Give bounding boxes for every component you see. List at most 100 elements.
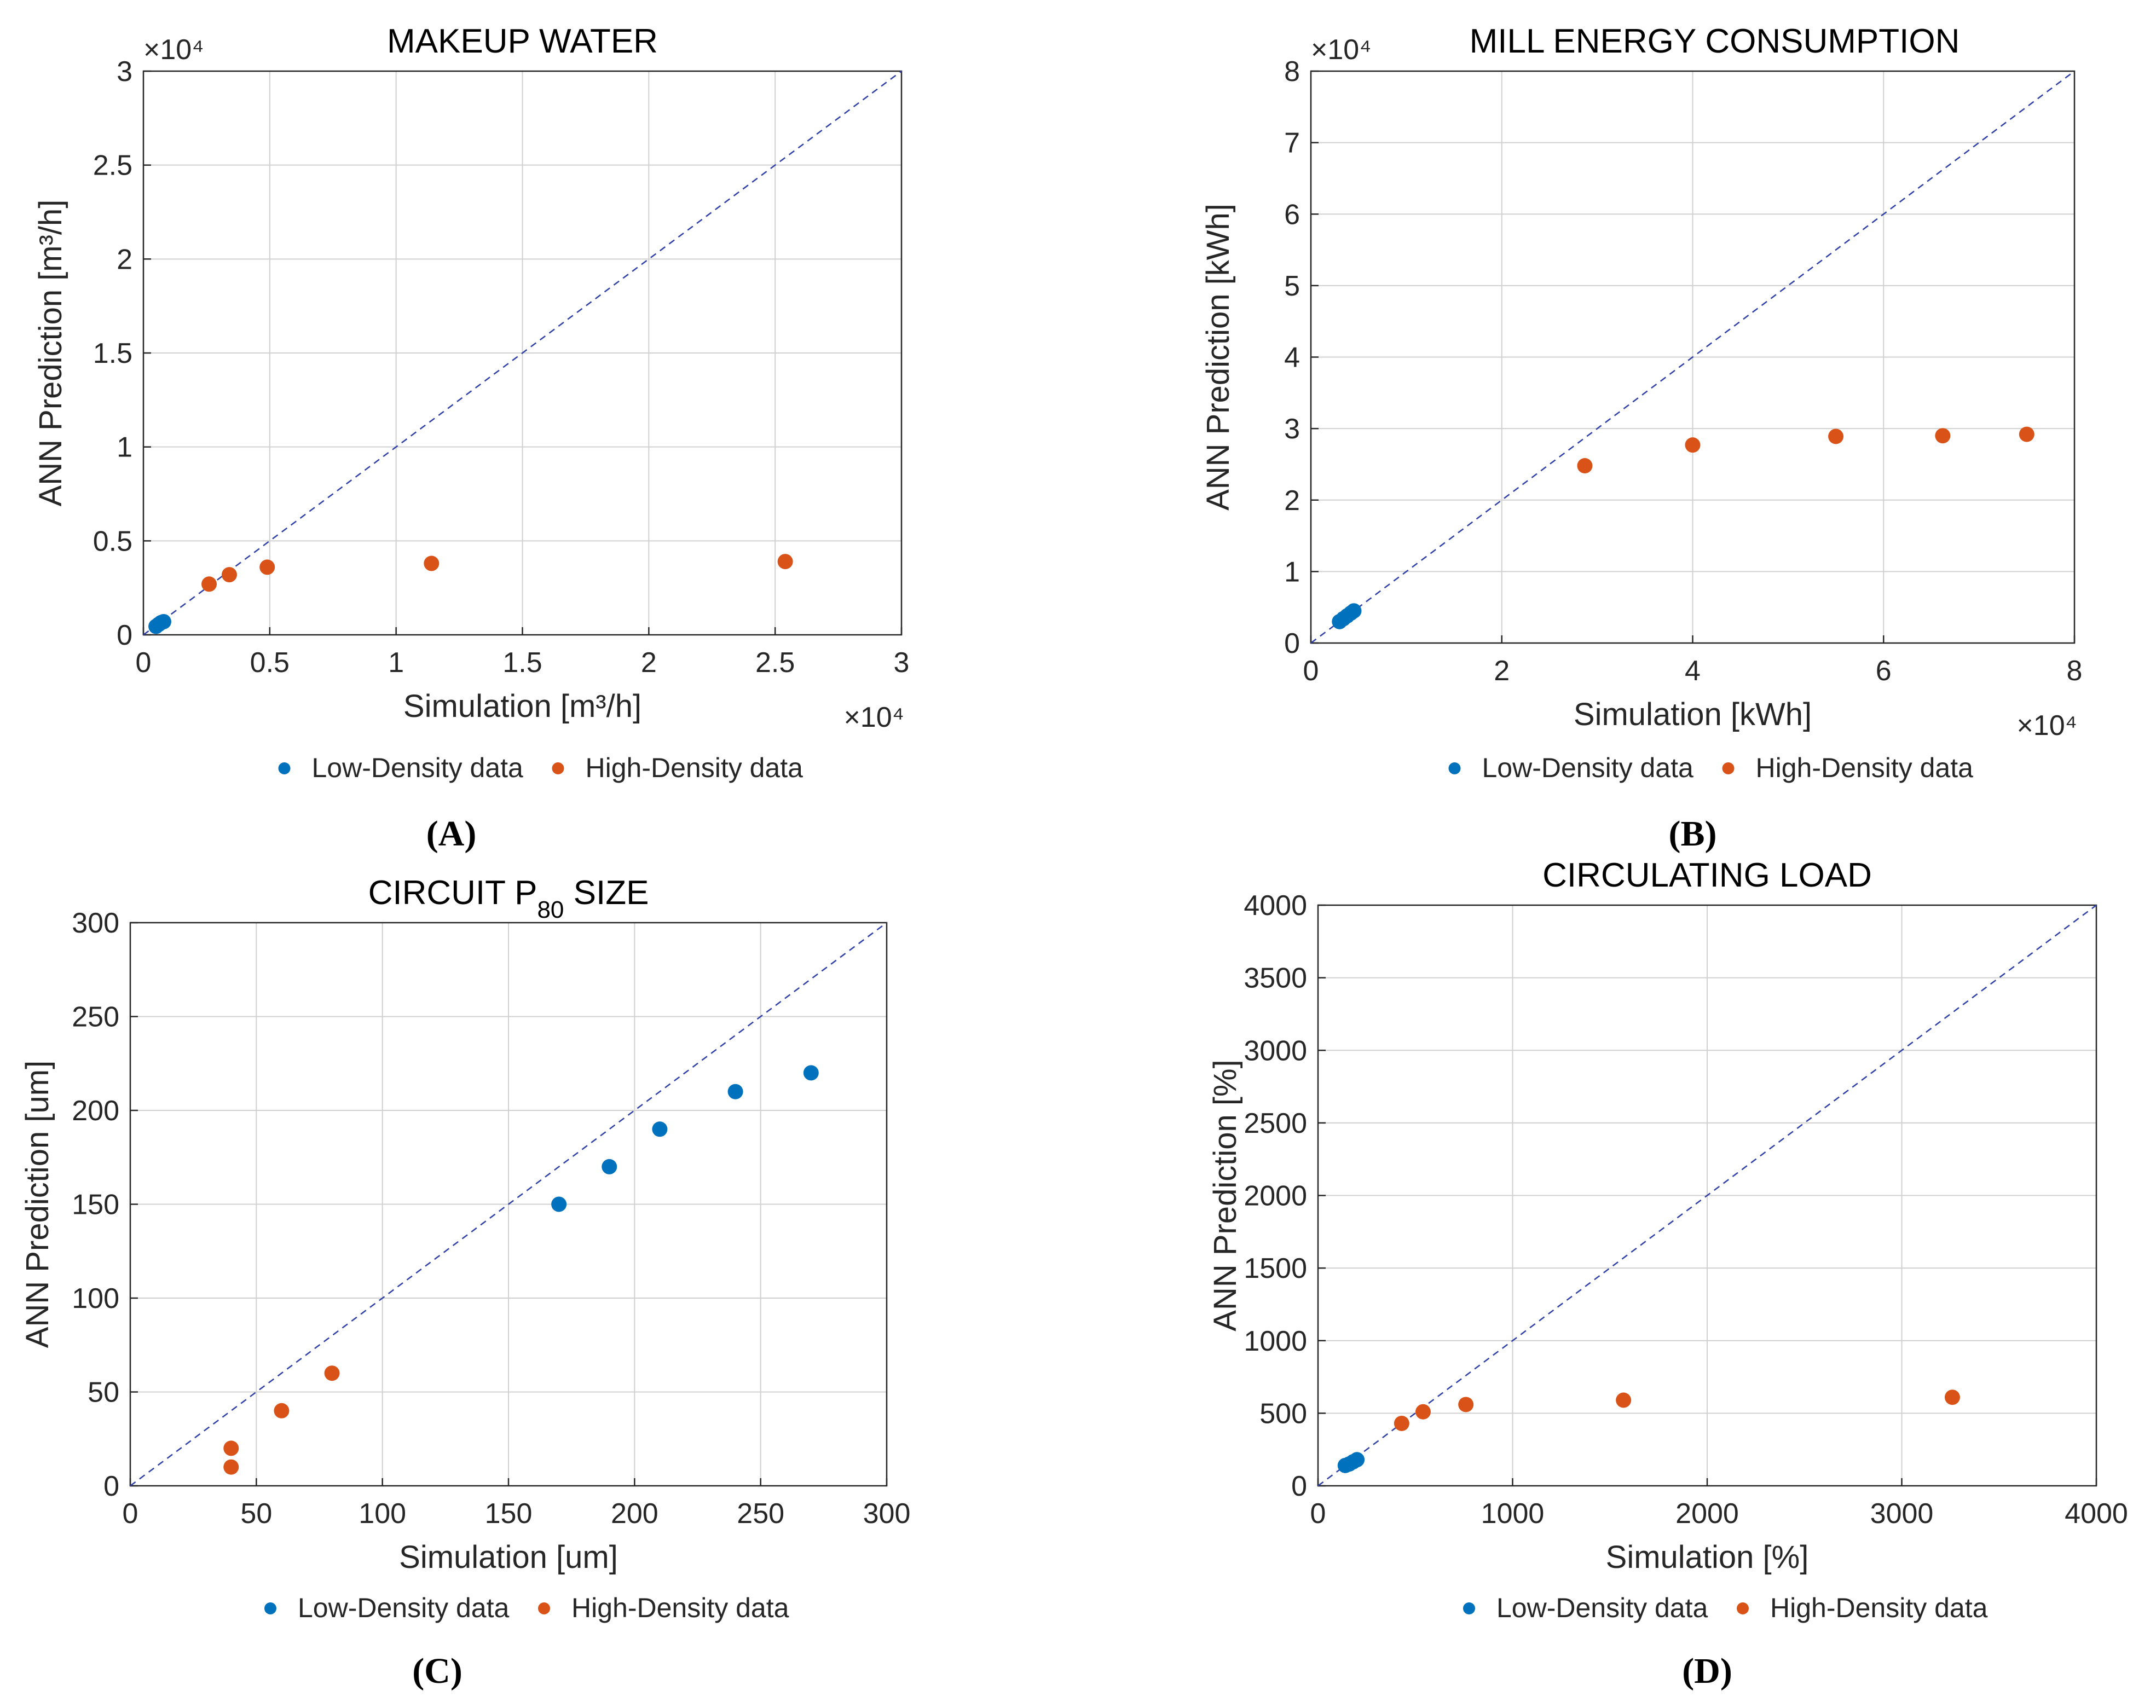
x-tick-label: 2 xyxy=(641,647,657,679)
y-tick-label: 3 xyxy=(1284,413,1300,445)
y-tick-label: 1 xyxy=(1284,556,1300,588)
y-tick-label: 2000 xyxy=(1244,1180,1307,1212)
y-tick-label: 200 xyxy=(72,1095,119,1127)
y-tick-label: 500 xyxy=(1259,1398,1307,1429)
legend-label: Low-Density data xyxy=(1482,752,1693,783)
y-tick-label: 50 xyxy=(88,1377,119,1409)
y-axis-label: ANN Prediction [%] xyxy=(1207,1059,1243,1331)
figure-canvas: 0 0.5 1 1.5 2 2.5 300.511.522.53×10⁴×10⁴MAKEUP… xyxy=(0,0,2156,1708)
chart-title: MAKEUP WATER xyxy=(387,22,658,60)
legend-marker xyxy=(1463,1602,1475,1614)
y-tick-label: 1.5 xyxy=(93,338,132,369)
y-tick-label: 0.5 xyxy=(93,525,132,557)
x-tick-label: 100 xyxy=(359,1498,406,1530)
low-density-point xyxy=(652,1121,667,1137)
legend-marker xyxy=(1449,762,1461,774)
high-density-point xyxy=(274,1403,289,1418)
legend-marker xyxy=(279,762,291,774)
x-tick-label: 1 xyxy=(388,647,404,679)
chart-panel-1: 0 0.5 1 1.5 2 2.5 3 0 0.5 1 1.5 2 2.5 3 ×10⁴ ×10⁴ MAKEUP… xyxy=(33,22,909,854)
y-tick-label: 5 xyxy=(1284,270,1300,302)
high-density-point xyxy=(325,1365,340,1381)
x-multiplier: ×10⁴ xyxy=(2016,710,2077,742)
x-multiplier: ×10⁴ xyxy=(843,702,904,733)
y-tick-label: 1 xyxy=(117,432,132,464)
high-density-point xyxy=(1458,1397,1473,1412)
x-axis-label: Simulation [um] xyxy=(399,1539,618,1575)
low-density-point xyxy=(551,1197,567,1212)
legend-marker xyxy=(1723,762,1735,774)
high-density-point xyxy=(2019,427,2034,442)
y-tick-label: 3500 xyxy=(1244,963,1307,994)
x-tick-label: 150 xyxy=(485,1498,533,1530)
chart-panel-3: 0 50 100 150 200 250 300 0 50 100 150 200 250 300 CIRC… xyxy=(20,874,910,1691)
chart-title: MILL ENERGY CONSUMPTION xyxy=(1470,22,1960,60)
x-tick-label: 2.5 xyxy=(755,647,795,679)
y-multiplier: ×10⁴ xyxy=(1311,34,1372,66)
x-tick-label: 50 xyxy=(240,1498,272,1530)
legend-label: High-Density data xyxy=(1756,752,1974,783)
y-tick-label: 1000 xyxy=(1244,1325,1307,1357)
high-density-point xyxy=(1577,458,1592,473)
chart-title: CIRCUIT P80 SIZE xyxy=(368,874,649,923)
legend-marker xyxy=(538,1602,550,1614)
y-tick-label: 2500 xyxy=(1244,1108,1307,1139)
y-axis-label: ANN Prediction [kWh] xyxy=(1200,204,1236,511)
x-tick-label: 8 xyxy=(2067,655,2083,687)
y-tick-label: 2.5 xyxy=(93,150,132,182)
y-axis-label: ANN Prediction [m³/h] xyxy=(33,200,68,507)
x-axis-label: Simulation [%] xyxy=(1606,1539,1809,1575)
y-tick-label: 250 xyxy=(72,1001,119,1033)
panel-label: (B) xyxy=(1669,814,1717,854)
y-tick-label: 0 xyxy=(103,1470,119,1502)
low-density-point xyxy=(1349,1452,1365,1467)
y-tick-label: 3000 xyxy=(1244,1035,1307,1067)
panel-label: (A) xyxy=(426,814,477,854)
panel-label: (D) xyxy=(1682,1651,1732,1691)
x-axis-label: Simulation [kWh] xyxy=(1574,697,1812,732)
legend-label: High-Density data xyxy=(1770,1593,1988,1623)
chart-panel-4: 0 1000 2000 3000 4000 0 500 1000 1500 2000 2500 300… xyxy=(1207,856,2128,1691)
x-tick-label: 3 xyxy=(894,647,910,679)
high-density-point xyxy=(1945,1389,1960,1405)
legend: Low-Density data High-Density data xyxy=(1449,752,1974,783)
high-density-point xyxy=(1616,1393,1631,1408)
high-density-point xyxy=(201,576,217,592)
y-tick-label: 2 xyxy=(117,244,132,275)
y-multiplier: ×10⁴ xyxy=(143,34,204,66)
x-tick-label: 250 xyxy=(737,1498,784,1530)
low-density-point xyxy=(728,1084,743,1099)
high-density-point xyxy=(1828,429,1843,444)
x-tick-label: 300 xyxy=(863,1498,911,1530)
legend-label: Low-Density data xyxy=(298,1593,509,1623)
y-tick-label: 6 xyxy=(1284,199,1300,230)
legend-label: High-Density data xyxy=(586,752,804,783)
y-tick-label: 3 xyxy=(117,56,132,88)
legend-marker xyxy=(264,1602,276,1614)
legend-marker xyxy=(1737,1602,1749,1614)
high-density-point xyxy=(424,556,439,571)
y-tick-label: 4000 xyxy=(1244,890,1307,922)
y-tick-label: 300 xyxy=(72,907,119,939)
x-tick-label: 3000 xyxy=(1870,1498,1934,1530)
legend-label: Low-Density data xyxy=(1496,1593,1708,1623)
high-density-point xyxy=(223,1440,239,1456)
y-tick-label: 1500 xyxy=(1244,1253,1307,1284)
low-density-point xyxy=(602,1159,617,1174)
y-tick-label: 8 xyxy=(1284,56,1300,88)
legend: Low-Density data High-Density data xyxy=(264,1593,789,1623)
y-tick-label: 0 xyxy=(117,619,132,651)
y-tick-label: 4 xyxy=(1284,342,1300,374)
legend: Low-Density data High-Density data xyxy=(279,752,804,783)
chart-title: CIRCULATING LOAD xyxy=(1542,856,1872,894)
high-density-point xyxy=(223,1460,239,1475)
low-density-point xyxy=(156,614,171,629)
x-tick-label: 2000 xyxy=(1675,1498,1739,1530)
y-tick-label: 0 xyxy=(1291,1470,1307,1502)
high-density-point xyxy=(1394,1416,1409,1431)
legend-label: Low-Density data xyxy=(312,752,523,783)
x-tick-label: 2 xyxy=(1494,655,1510,687)
high-density-point xyxy=(778,554,793,569)
low-density-point xyxy=(804,1065,819,1080)
legend-marker xyxy=(552,762,564,774)
